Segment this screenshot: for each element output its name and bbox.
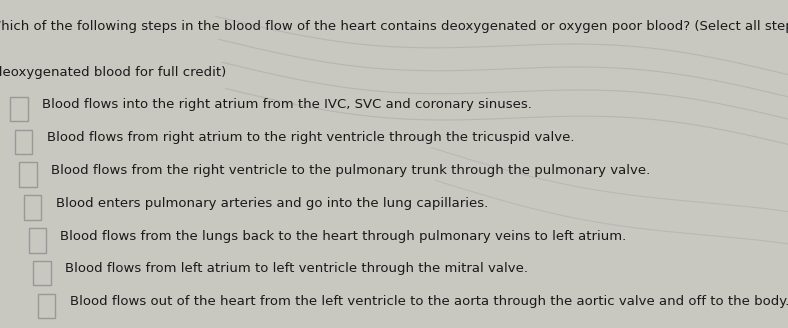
Text: Blood flows from the right ventricle to the pulmonary trunk through the pulmonar: Blood flows from the right ventricle to … — [51, 164, 650, 177]
Text: Blood flows from the lungs back to the heart through pulmonary veins to left atr: Blood flows from the lungs back to the h… — [61, 230, 626, 243]
Bar — [24, 195, 42, 220]
Text: deoxygenated blood for full credit): deoxygenated blood for full credit) — [0, 66, 226, 79]
Bar — [38, 294, 55, 318]
Text: Blood flows into the right atrium from the IVC, SVC and coronary sinuses.: Blood flows into the right atrium from t… — [42, 98, 532, 112]
Bar — [33, 261, 50, 285]
Text: Blood flows from left atrium to left ventricle through the mitral valve.: Blood flows from left atrium to left ven… — [65, 262, 528, 276]
Text: Blood flows from right atrium to the right ventricle through the tricuspid valve: Blood flows from right atrium to the rig… — [46, 131, 574, 144]
Bar — [20, 162, 37, 187]
Bar — [28, 228, 46, 253]
Text: Blood enters pulmonary arteries and go into the lung capillaries.: Blood enters pulmonary arteries and go i… — [56, 197, 488, 210]
Text: Blood flows out of the heart from the left ventricle to the aorta through the ao: Blood flows out of the heart from the le… — [69, 295, 788, 308]
Bar — [10, 97, 28, 121]
Bar — [15, 130, 32, 154]
Text: Which of the following steps in the blood flow of the heart contains deoxygenate: Which of the following steps in the bloo… — [0, 20, 788, 33]
